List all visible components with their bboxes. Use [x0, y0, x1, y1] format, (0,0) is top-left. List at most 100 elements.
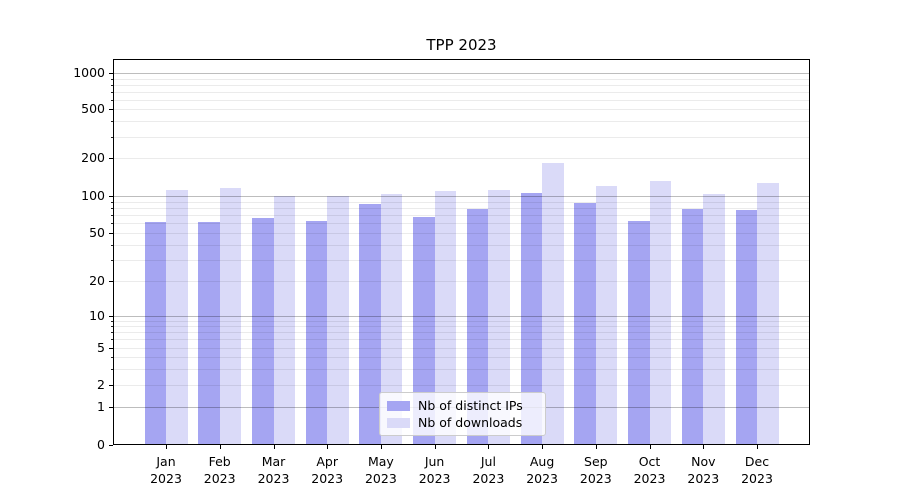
y-tick-mark	[109, 315, 113, 317]
bar-distinct-ips	[574, 202, 596, 445]
minor-gridline	[113, 158, 810, 160]
y-minor-tick-mark	[110, 259, 113, 261]
y-tick-mark	[109, 73, 113, 75]
bar-downloads	[703, 193, 725, 445]
minor-gridline	[113, 99, 810, 101]
y-minor-tick-mark	[110, 158, 113, 160]
bar-distinct-ips	[735, 209, 757, 445]
minor-gridline	[113, 332, 810, 334]
legend-item-downloads: Nb of downloads	[387, 415, 535, 430]
bar-distinct-ips	[198, 222, 220, 445]
x-tick-mark	[434, 445, 436, 449]
legend: Nb of distinct IPs Nb of downloads	[379, 392, 546, 436]
bar-downloads	[219, 188, 242, 445]
minor-gridline	[113, 232, 810, 234]
bar-distinct-ips	[681, 208, 704, 445]
y-minor-tick-mark	[110, 207, 113, 209]
minor-gridline	[113, 339, 810, 341]
gridlines-layer	[113, 59, 810, 445]
bar-downloads	[166, 189, 188, 445]
y-tick-label: 50	[89, 224, 105, 240]
x-tick-label: Dec 2023	[741, 454, 773, 486]
bar-downloads	[757, 183, 779, 445]
plot-area	[113, 59, 810, 445]
y-minor-tick-mark	[110, 281, 113, 282]
y-minor-tick-mark	[110, 109, 113, 111]
bar-distinct-ips	[520, 192, 543, 445]
x-tick-label: May 2023	[364, 454, 397, 486]
x-tick-label: Mar 2023	[257, 454, 290, 486]
minor-gridline	[113, 214, 810, 216]
bar-downloads	[380, 194, 403, 445]
legend-label-distinct-ips: Nb of distinct IPs	[418, 398, 523, 413]
x-tick-mark	[380, 445, 382, 449]
y-minor-tick-mark	[110, 368, 113, 370]
legend-item-distinct-ips: Nb of distinct IPs	[387, 398, 535, 413]
bar-distinct-ips	[466, 208, 489, 445]
x-tick-mark	[488, 445, 490, 449]
x-tick-label: Aug 2023	[526, 454, 558, 486]
minor-gridline	[113, 121, 810, 123]
y-minor-tick-mark	[110, 136, 113, 138]
bar-downloads	[488, 190, 510, 445]
bar-distinct-ips	[359, 204, 381, 445]
x-tick-label: Jan 2023	[150, 454, 182, 486]
legend-label-downloads: Nb of downloads	[418, 415, 523, 430]
y-minor-tick-mark	[110, 84, 113, 86]
minor-gridline	[113, 347, 810, 349]
x-tick-label: Apr 2023	[311, 454, 344, 486]
y-minor-tick-mark	[110, 214, 113, 216]
bars-layer	[113, 59, 810, 445]
x-tick-mark	[703, 445, 705, 449]
bar-downloads	[434, 191, 457, 445]
y-tick-label: 1000	[73, 65, 105, 81]
x-tick-mark	[219, 445, 221, 449]
legend-swatch-distinct-ips	[387, 400, 410, 411]
y-tick-label: 200	[81, 150, 105, 166]
x-tick-label: Jun 2023	[418, 454, 451, 486]
y-tick-mark	[109, 445, 113, 446]
minor-gridline	[113, 84, 810, 86]
minor-gridline	[113, 244, 810, 246]
x-tick-mark	[273, 445, 275, 449]
y-minor-tick-mark	[110, 332, 113, 334]
chart-title: TPP 2023	[426, 36, 497, 54]
y-minor-tick-mark	[110, 223, 113, 224]
x-tick-mark	[327, 445, 329, 449]
y-tick-label: 100	[81, 188, 105, 203]
minor-gridline	[113, 259, 810, 261]
major-gridline	[113, 196, 810, 197]
y-tick-label: 500	[81, 101, 105, 117]
y-minor-tick-mark	[110, 244, 113, 246]
minor-gridline	[113, 109, 810, 111]
y-minor-tick-mark	[110, 232, 113, 234]
x-tick-mark	[166, 445, 167, 449]
minor-gridline	[113, 320, 810, 322]
x-tick-label: Feb 2023	[203, 454, 236, 486]
bar-downloads	[595, 186, 618, 445]
y-minor-tick-mark	[110, 320, 113, 322]
minor-gridline	[113, 201, 810, 203]
y-minor-tick-mark	[110, 347, 113, 349]
y-tick-label: 10	[89, 307, 105, 323]
x-tick-mark	[542, 445, 544, 449]
y-minor-tick-mark	[110, 339, 113, 341]
minor-gridline	[113, 281, 810, 282]
x-tick-mark	[757, 445, 758, 449]
x-tick-mark	[649, 445, 651, 449]
minor-gridline	[113, 223, 810, 224]
y-minor-tick-mark	[110, 121, 113, 123]
y-minor-tick-mark	[110, 356, 113, 358]
bar-distinct-ips	[413, 217, 435, 445]
bar-downloads	[649, 180, 671, 445]
y-minor-tick-mark	[110, 91, 113, 93]
major-gridline	[113, 73, 810, 75]
bar-distinct-ips	[252, 218, 274, 445]
major-gridline	[113, 315, 810, 317]
legend-swatch-downloads	[387, 417, 410, 428]
bar-downloads	[542, 162, 564, 445]
y-tick-label: 1	[97, 399, 105, 415]
minor-gridline	[113, 368, 810, 370]
y-minor-tick-mark	[110, 78, 113, 80]
minor-gridline	[113, 78, 810, 80]
